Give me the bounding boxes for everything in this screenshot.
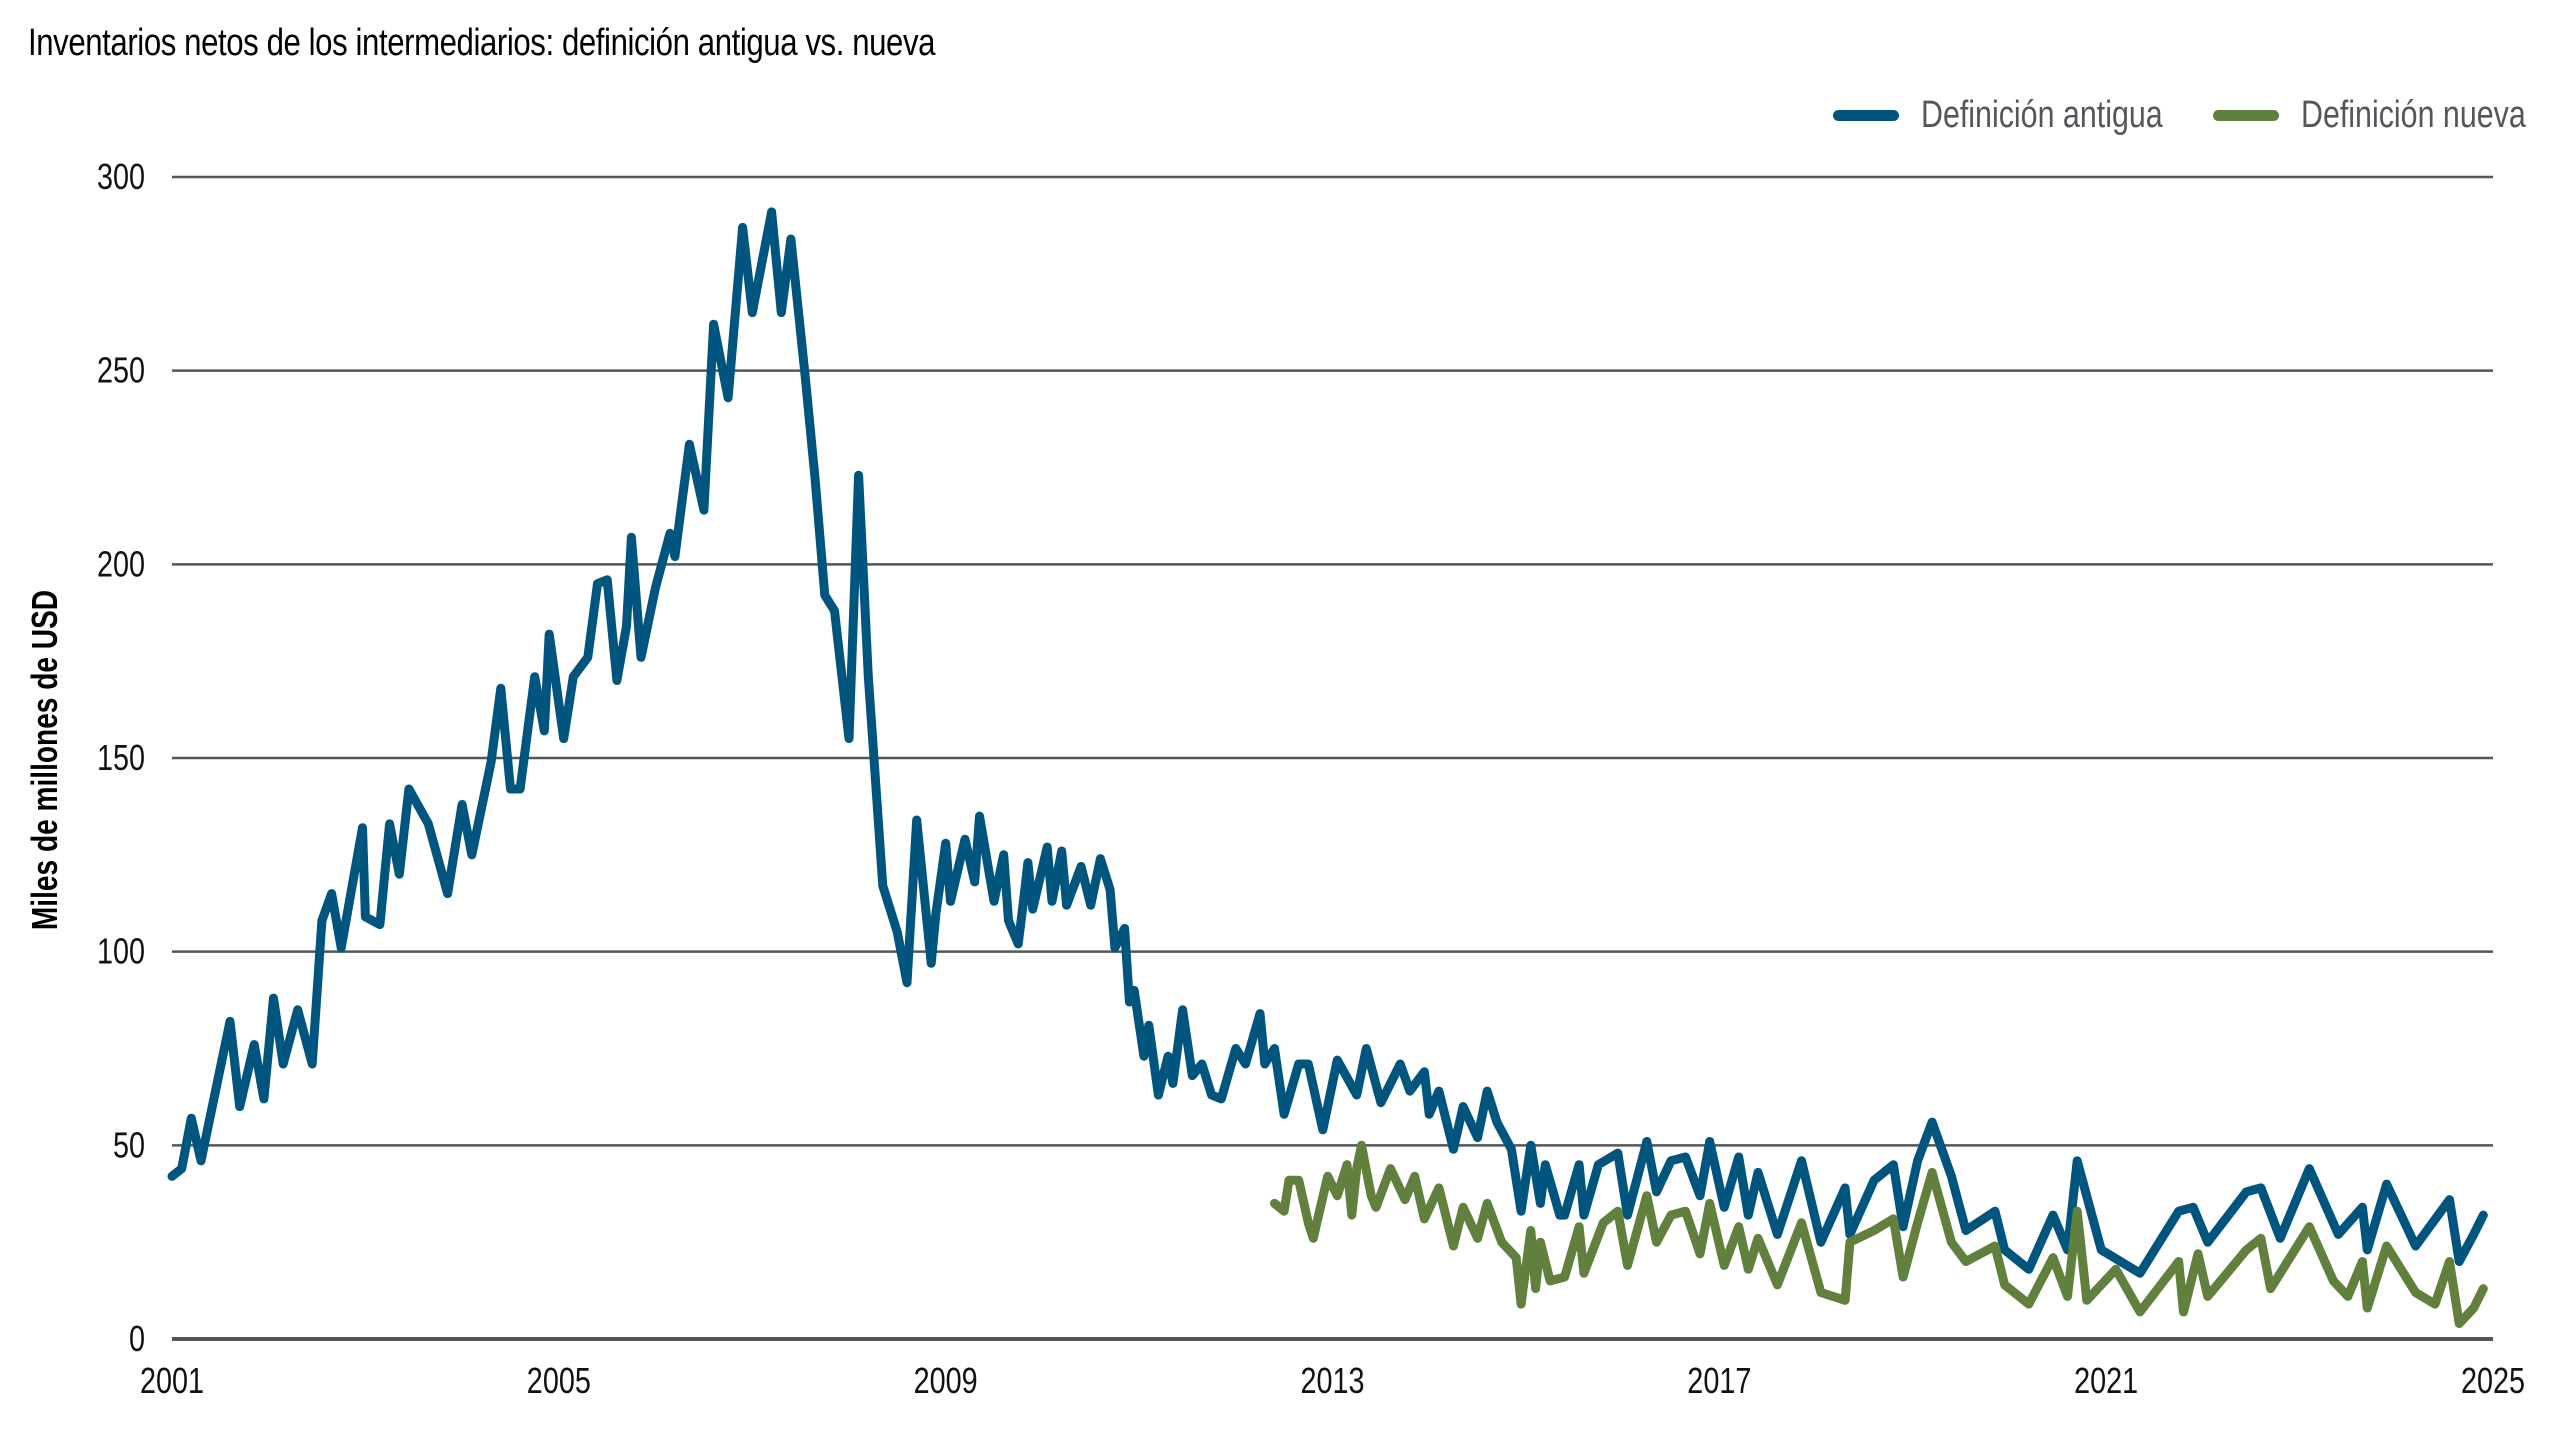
y-tick-label: 250 xyxy=(97,350,145,391)
y-tick-label: 0 xyxy=(129,1318,145,1359)
y-tick-label: 150 xyxy=(97,737,145,778)
x-tick-label: 2025 xyxy=(2461,1360,2525,1401)
x-tick-label: 2013 xyxy=(1300,1360,1364,1401)
legend-item-old-definition: Definición antigua xyxy=(1832,94,2171,137)
x-tick-label: 2005 xyxy=(527,1360,591,1401)
gridlines xyxy=(172,175,2493,1341)
legend-swatch-old-icon xyxy=(1832,110,1899,121)
y-tick-label: 50 xyxy=(113,1124,145,1165)
legend-label: Definición antigua xyxy=(1920,94,2163,136)
x-axis-ticks: 2001 2005 2009 2013 2017 2021 2025 xyxy=(140,1360,2525,1401)
series-line-new-definition xyxy=(1270,1140,2488,1328)
y-axis-ticks: 0 50 100 150 200 250 300 xyxy=(97,156,145,1359)
x-tick-label: 2009 xyxy=(914,1360,978,1401)
series-line-old-definition xyxy=(167,207,2488,1278)
x-tick-label: 2017 xyxy=(1687,1360,1751,1401)
legend-item-new-definition: Definición nueva xyxy=(2213,94,2530,137)
x-tick-label: 2001 xyxy=(140,1360,204,1401)
legend-label: Definición nueva xyxy=(2301,94,2526,136)
data-lines xyxy=(167,207,2488,1328)
y-tick-label: 200 xyxy=(97,543,145,584)
y-tick-label: 100 xyxy=(97,931,145,972)
legend-swatch-new-icon xyxy=(2213,110,2280,121)
legend: Definición antigua Definición nueva xyxy=(1791,94,2530,137)
y-tick-label: 300 xyxy=(97,156,145,197)
chart-title: Inventarios netos de los intermediarios:… xyxy=(28,22,936,64)
x-tick-label: 2021 xyxy=(2074,1360,2138,1401)
